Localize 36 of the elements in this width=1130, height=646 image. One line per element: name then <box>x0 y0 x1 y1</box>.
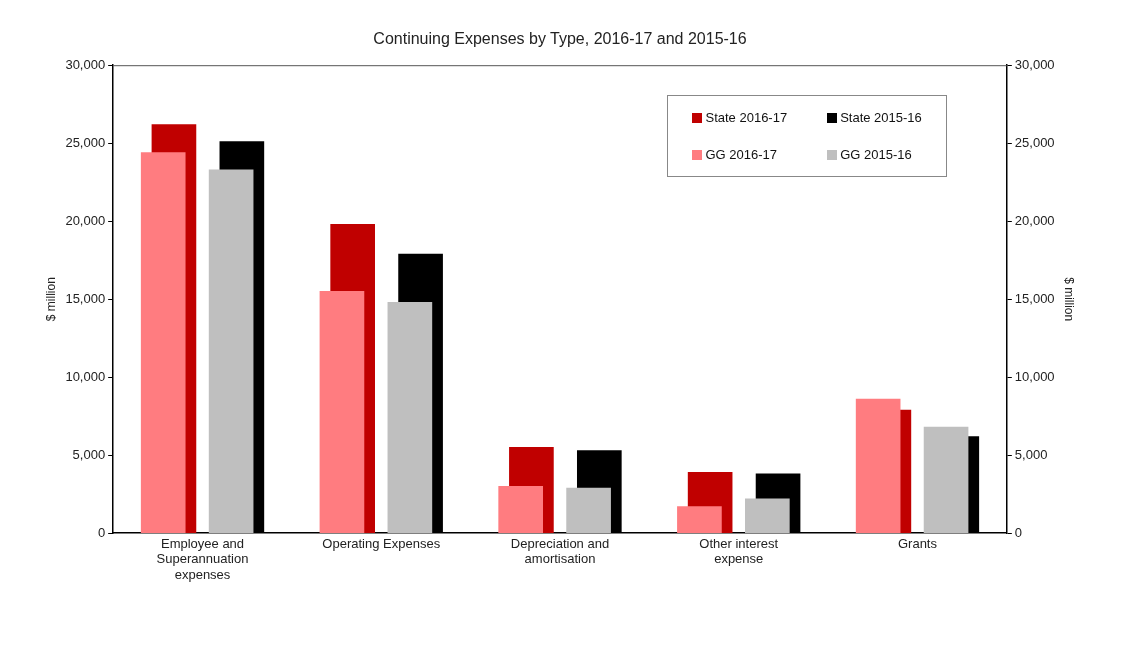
y2-tick-label: 20,000 <box>1014 212 1055 228</box>
bar <box>566 487 611 534</box>
x-tick-label: Employee and Superannuation expenses <box>156 535 249 582</box>
y2-tick-label: 25,000 <box>1014 134 1055 150</box>
y2-tick-label: 30,000 <box>1014 56 1055 72</box>
y2-axis-title: $ million <box>1062 277 1077 322</box>
legend-label: GG 2016-17 <box>705 147 778 163</box>
bar <box>923 426 969 534</box>
y2-tick-label: 15,000 <box>1014 290 1055 306</box>
y-tick-label: 25,000 <box>65 134 106 150</box>
legend-label: State 2015-16 <box>840 110 922 126</box>
y2-tick-label: 10,000 <box>1014 368 1055 384</box>
y-tick-label: 5,000 <box>72 446 106 462</box>
y-tick-label: 10,000 <box>65 368 106 384</box>
bar <box>677 506 722 534</box>
bar <box>140 152 186 534</box>
y-tick-label: 20,000 <box>65 212 106 228</box>
bar <box>855 398 901 534</box>
y2-tick-label: 5,000 <box>1014 446 1048 462</box>
y-tick-label: 15,000 <box>65 290 106 306</box>
y2-tick-label: 0 <box>1014 524 1023 540</box>
y-tick-label: 0 <box>97 524 106 540</box>
bar <box>745 498 790 534</box>
bar <box>208 169 254 534</box>
x-tick-label: Depreciation and amortisation <box>510 535 610 567</box>
bar <box>498 486 544 534</box>
y-axis-title: $ million <box>43 277 58 322</box>
y-tick-label: 30,000 <box>65 56 106 72</box>
x-tick-label: Other interest expense <box>699 535 779 567</box>
x-tick-label: Grants <box>897 535 938 551</box>
bar <box>387 301 433 534</box>
legend-label: GG 2015-16 <box>840 147 912 163</box>
legend-label: State 2016-17 <box>705 110 788 126</box>
chart-title: Continuing Expenses by Type, 2016-17 and 2015-16 <box>373 30 747 48</box>
x-tick-label: Operating Expenses <box>322 535 441 551</box>
bar <box>319 291 365 534</box>
